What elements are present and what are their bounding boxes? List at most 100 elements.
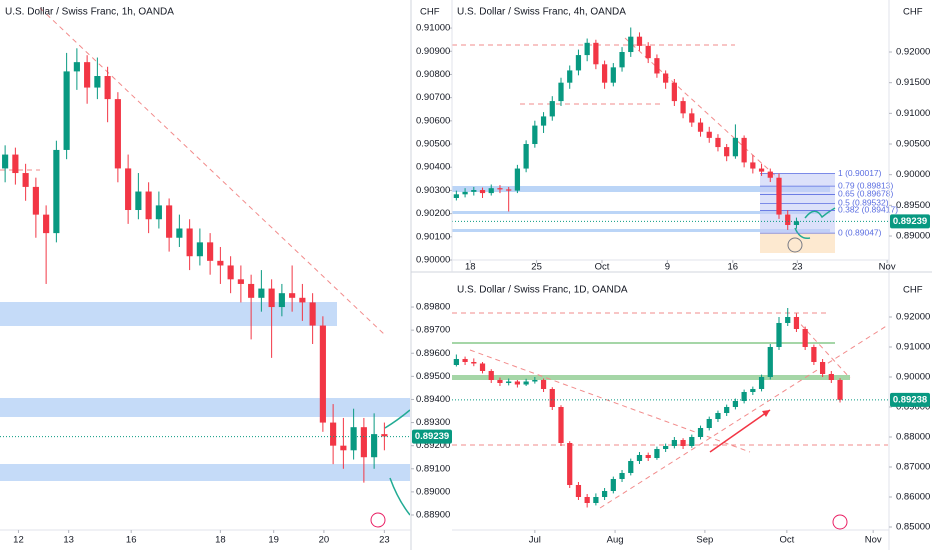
y2-tick-label: 0.90000 — [416, 255, 450, 266]
y-tick-label: 0.89700 — [416, 325, 450, 336]
candle-body — [22, 173, 29, 187]
candle-body — [145, 191, 152, 220]
fib-label: 0 (0.89047) — [838, 227, 882, 237]
last-price-box — [890, 214, 930, 229]
candle-body — [350, 427, 357, 451]
candle-body — [176, 228, 183, 238]
candle-body — [619, 52, 625, 68]
axis-unit: CHF — [903, 7, 923, 18]
y-tick-label: 0.92000 — [896, 312, 930, 323]
x-tick-label: 19 — [268, 535, 279, 546]
candle-body — [479, 363, 486, 371]
y2-tick-label: 0.90900 — [416, 46, 450, 57]
candle-body — [32, 186, 39, 215]
candle-body — [471, 361, 477, 364]
y-tick-label: 0.91000 — [896, 342, 930, 353]
pane-1d-drawings — [452, 312, 889, 530]
candle-body — [776, 177, 782, 215]
candle-body — [802, 328, 808, 347]
y-tick-label: 0.90500 — [896, 139, 930, 150]
y-tick-label: 0.89300 — [416, 417, 450, 428]
y-tick-label: 0.91000 — [896, 108, 930, 119]
candle-body — [12, 154, 19, 174]
candle-body — [453, 358, 459, 365]
y-tick-label: 0.86000 — [896, 492, 930, 503]
y-tick-label: 0.90000 — [896, 169, 930, 180]
candle-body — [381, 434, 388, 437]
x-tick-label: Oct — [779, 535, 794, 546]
fib-label: 0.65 (0.89678) — [838, 189, 893, 199]
candle-body — [610, 478, 616, 491]
candle-body — [663, 445, 669, 449]
arrow-head — [762, 410, 770, 417]
candle-body — [645, 45, 651, 59]
y2-tick-label: 0.90300 — [416, 185, 450, 196]
y-tick-label: 0.88900 — [416, 509, 450, 520]
candle-body — [593, 42, 599, 65]
candle-body — [680, 101, 686, 114]
candle-body — [453, 194, 459, 198]
candle-body — [114, 99, 121, 169]
candle-body — [601, 490, 608, 497]
y2-tick-label: 0.90800 — [416, 69, 450, 80]
y-tick-label: 0.85000 — [896, 522, 930, 533]
pane-1h — [0, 48, 410, 483]
candle-body — [523, 144, 529, 169]
candle-body — [706, 418, 712, 428]
candle-body — [462, 358, 468, 362]
fib-label: 1 (0.90017) — [838, 168, 882, 178]
candle-body — [248, 283, 255, 298]
y2-tick-label: 0.90500 — [416, 139, 450, 150]
candle-body — [125, 168, 132, 211]
candle-body — [506, 381, 512, 383]
x-tick-label: 18 — [465, 262, 476, 273]
y-tick-label: 0.89000 — [896, 231, 930, 242]
y-tick-label: 0.88000 — [896, 432, 930, 443]
arrow — [794, 227, 811, 240]
candle-body — [732, 400, 739, 407]
candle-body — [540, 379, 547, 389]
candle-body — [654, 58, 660, 74]
pane-1d — [452, 307, 888, 508]
x-tick-label: 12 — [13, 535, 24, 546]
y2-tick-label: 0.90200 — [416, 208, 450, 219]
x-tick-label: 23 — [379, 535, 390, 546]
candle-body — [575, 55, 582, 71]
candle-body — [567, 70, 573, 83]
candle-body — [497, 188, 503, 190]
x-tick-label: Sep — [696, 535, 713, 546]
x-tick-label: 16 — [727, 262, 738, 273]
candle-body — [227, 265, 234, 280]
candle-body — [479, 190, 486, 194]
axis-unit: CHF — [903, 285, 923, 296]
y-tick-label: 0.89600 — [416, 348, 450, 359]
candle-body — [94, 76, 101, 88]
candle-body — [506, 189, 512, 191]
candle-body — [299, 297, 306, 303]
candle-body — [540, 116, 547, 126]
candle-body — [166, 205, 173, 238]
fib-label: 0.382 (0.89417) — [838, 205, 898, 215]
candle-body — [793, 221, 800, 225]
candle-body — [593, 496, 599, 503]
candle-body — [767, 346, 773, 377]
y-tick-label: 0.87000 — [896, 462, 930, 473]
candle-body — [750, 388, 756, 392]
candle-body — [671, 82, 677, 102]
last-price-box — [890, 392, 930, 407]
zone — [0, 302, 337, 326]
candle-body — [663, 73, 669, 83]
x-tick-label: 23 — [792, 262, 803, 273]
candle-body — [258, 288, 265, 298]
candle-body — [497, 379, 503, 383]
candle-body — [636, 36, 643, 46]
chart-title: U.S. Dollar / Swiss Franc, 1h, OANDA — [5, 7, 174, 18]
arrow — [709, 409, 771, 453]
trend-line — [794, 317, 851, 379]
candle-body — [514, 381, 521, 385]
candle-body — [584, 496, 590, 503]
candle-body — [697, 122, 704, 132]
y-tick-label: 0.91500 — [896, 77, 930, 88]
candle-body — [558, 82, 564, 102]
